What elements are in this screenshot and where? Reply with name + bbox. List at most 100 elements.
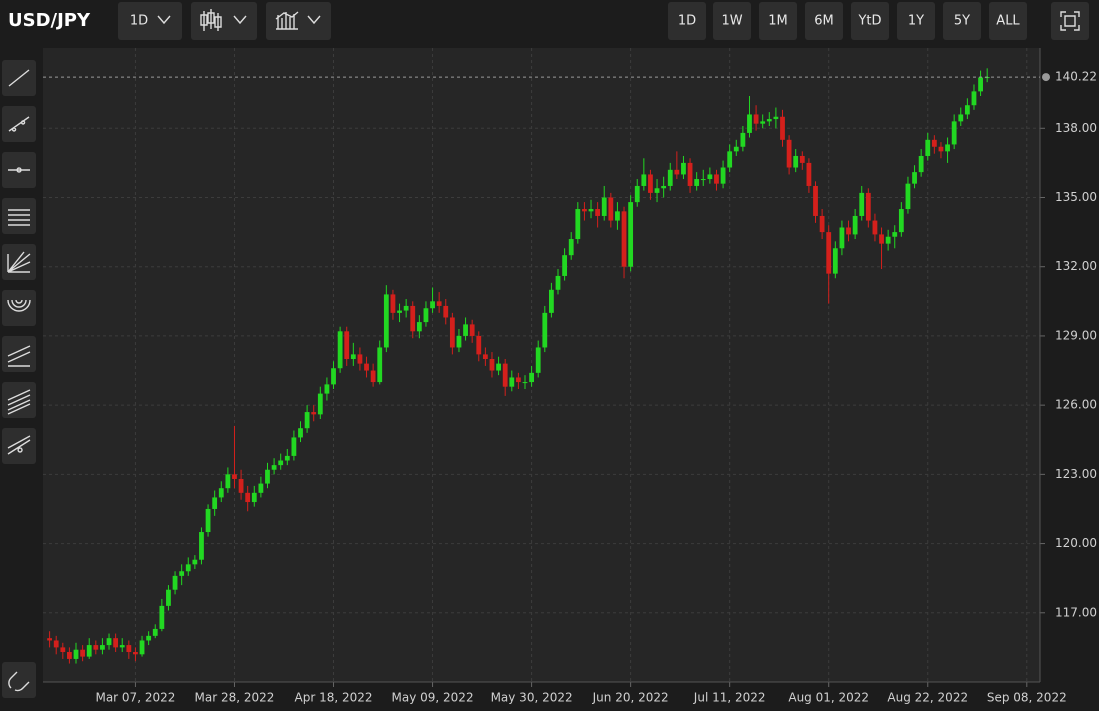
candle-body: [397, 310, 402, 313]
candle-body: [885, 236, 891, 244]
candle-body: [826, 232, 832, 274]
interval-button[interactable]: [118, 2, 182, 40]
candle-body: [304, 412, 310, 429]
candle-body: [199, 532, 204, 560]
candle-body: [146, 635, 152, 641]
candle-body: [641, 174, 647, 186]
candle-body: [898, 209, 904, 233]
y-tick-label: 138.00: [1055, 121, 1097, 135]
candle-body: [232, 474, 237, 479]
candle-body: [119, 645, 125, 648]
tool-trend-line[interactable]: [2, 60, 36, 96]
indicator-button[interactable]: [266, 2, 331, 40]
candle-body: [971, 91, 977, 106]
tool-button[interactable]: [2, 336, 36, 372]
range-button[interactable]: [897, 2, 935, 40]
tool-button[interactable]: [2, 290, 36, 326]
candle-body: [436, 301, 442, 306]
candle-body: [152, 628, 158, 636]
candle-body: [852, 215, 858, 235]
range-button[interactable]: [943, 2, 981, 40]
candle-body: [60, 647, 66, 653]
candle-body: [370, 370, 376, 383]
tool-magnet[interactable]: [2, 662, 36, 698]
fullscreen[interactable]: [1051, 2, 1089, 40]
range-button[interactable]: [989, 2, 1027, 40]
candle-body: [819, 215, 825, 233]
tool-button[interactable]: [2, 662, 36, 698]
tool-icon: [8, 69, 30, 87]
candle-body: [469, 324, 475, 336]
candle-body: [608, 197, 614, 221]
candle-body: [773, 116, 779, 120]
interval-dropdown[interactable]: 1D: [118, 2, 182, 40]
grid: [43, 48, 1040, 682]
tool-arc[interactable]: [2, 290, 36, 326]
range-button[interactable]: [713, 2, 751, 40]
candle-body: [766, 119, 772, 122]
tool-fan[interactable]: [2, 244, 36, 280]
tool-button[interactable]: [2, 428, 36, 464]
candle-body: [780, 116, 785, 140]
x-tick-label: Mar 07, 2022: [95, 691, 175, 705]
candle-body: [311, 412, 317, 415]
candle-body: [337, 331, 343, 369]
candle-body: [126, 645, 132, 653]
chart-type-button[interactable]: [191, 2, 257, 40]
candle-body: [515, 377, 521, 383]
candle-body: [555, 275, 561, 290]
candle-body: [714, 174, 719, 184]
x-tick-label: Jul 11, 2022: [693, 691, 766, 705]
tool-pitchfork[interactable]: [2, 382, 36, 418]
candle-body: [496, 363, 501, 371]
tool-button[interactable]: [2, 244, 36, 280]
candle-body: [166, 589, 171, 606]
tool-icon: [7, 299, 31, 312]
candle-body: [964, 105, 970, 115]
candle-body: [951, 121, 957, 145]
chart-type-dropdown[interactable]: [191, 2, 257, 40]
y-tick-label: 126.00: [1055, 398, 1097, 412]
candle-body: [720, 167, 726, 184]
candle-body: [799, 155, 805, 163]
x-tick-label: Sep 08, 2022: [987, 691, 1067, 705]
indicator-dropdown[interactable]: [266, 2, 331, 40]
tool-button[interactable]: [2, 198, 36, 234]
candle-body: [238, 478, 244, 493]
candle-body: [522, 382, 528, 384]
range-label: 1D: [678, 14, 696, 29]
fullscreen-button[interactable]: [1051, 2, 1089, 40]
candle-body: [324, 384, 330, 394]
candle-body: [918, 155, 924, 173]
chevron: [233, 15, 247, 25]
candle-body: [978, 77, 983, 92]
candle-body: [562, 255, 568, 276]
candle-body: [225, 474, 231, 489]
candle-body: [727, 151, 733, 168]
tool-ray[interactable]: [2, 106, 36, 142]
tool-path[interactable]: [2, 428, 36, 464]
tool-icon: [7, 389, 31, 415]
tool-channel[interactable]: [2, 198, 36, 234]
candle-body: [674, 169, 680, 175]
range-button[interactable]: [668, 2, 706, 40]
candle-body: [865, 192, 871, 221]
candle-body: [291, 437, 297, 456]
last-price-label: 140.22: [1055, 70, 1097, 84]
chevron: [157, 15, 171, 25]
candle-body: [344, 331, 350, 360]
range-label: YtD: [857, 14, 881, 29]
range-button[interactable]: [805, 2, 843, 40]
tool-horizontal-line[interactable]: [2, 152, 36, 188]
candle-body: [648, 174, 653, 193]
candle-body: [456, 335, 462, 348]
x-tick-label: Mar 28, 2022: [195, 691, 275, 705]
indicator-icon: [275, 11, 299, 30]
candle-body: [694, 179, 700, 186]
range-button[interactable]: [851, 2, 889, 40]
candle-body: [416, 322, 422, 332]
tool-parallel[interactable]: [2, 336, 36, 372]
range-button[interactable]: [759, 2, 797, 40]
candle-body: [575, 209, 581, 240]
